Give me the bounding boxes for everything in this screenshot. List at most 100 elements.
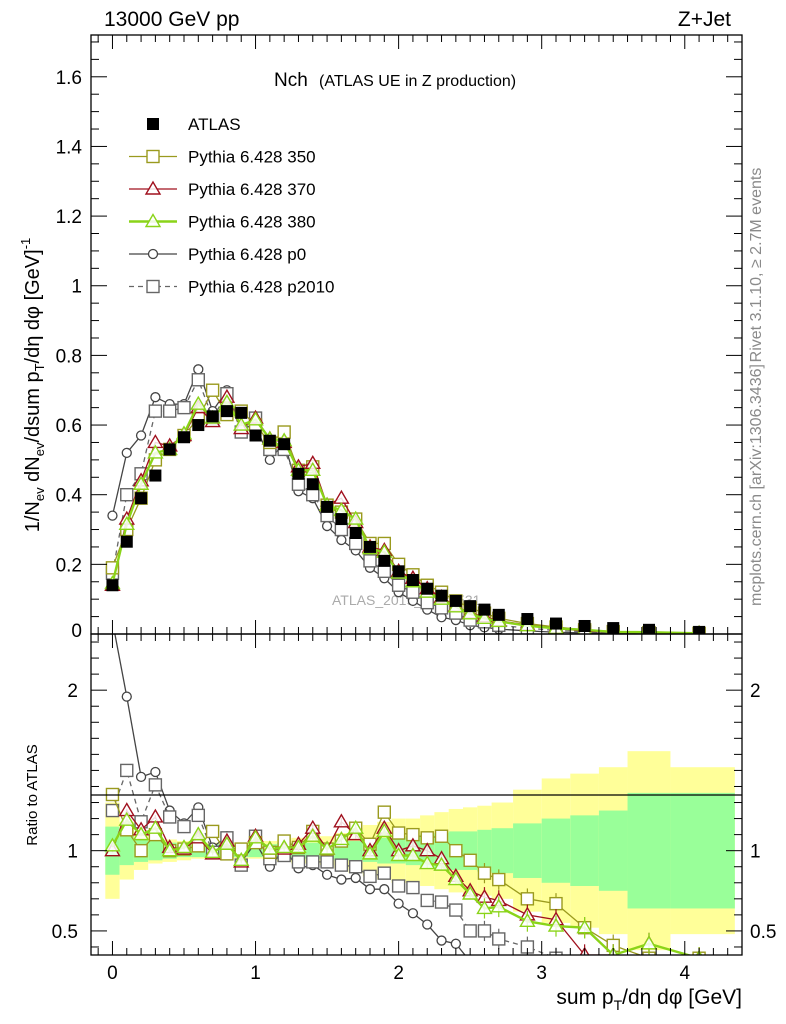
band-stat-rect bbox=[513, 823, 542, 878]
data-point bbox=[406, 585, 420, 599]
data-point bbox=[643, 623, 655, 634]
ratio-point bbox=[347, 819, 364, 834]
band-stat-rect bbox=[119, 836, 134, 866]
main-series-group bbox=[104, 364, 706, 634]
data-point bbox=[249, 429, 262, 442]
data-point bbox=[118, 515, 135, 530]
legend-entry: Pythia 6.428 p2010 bbox=[129, 278, 335, 297]
data-point bbox=[476, 609, 493, 625]
data-point bbox=[321, 500, 334, 513]
x-tick-label: 1 bbox=[250, 963, 261, 984]
data-point bbox=[132, 475, 150, 490]
ratio-point bbox=[175, 839, 193, 854]
data-point bbox=[292, 467, 305, 480]
band-stat-rect bbox=[670, 792, 735, 909]
x-tick-label: 3 bbox=[536, 963, 547, 984]
ratio-point bbox=[422, 919, 433, 930]
title-sub: (ATLAS UE in Z production) bbox=[319, 73, 516, 90]
legend-marker bbox=[146, 149, 160, 164]
ratio-point bbox=[318, 840, 336, 855]
ratio-point bbox=[434, 829, 449, 843]
ratio-point bbox=[364, 884, 376, 895]
ratio-point bbox=[134, 843, 148, 858]
band-stat-rect bbox=[348, 841, 363, 861]
y-tick-label: 1.2 bbox=[56, 207, 82, 228]
ratio-y-tick-label: 0.5 bbox=[52, 922, 78, 943]
y-tick-label-zero: 0 bbox=[71, 621, 82, 642]
band-stat-rect bbox=[305, 842, 320, 859]
data-point bbox=[263, 434, 276, 447]
ratio-point bbox=[191, 808, 206, 823]
ratio-point bbox=[377, 805, 392, 819]
ratio-point bbox=[377, 866, 392, 880]
data-point bbox=[521, 613, 534, 626]
ratio-point bbox=[406, 880, 420, 895]
ratio-point bbox=[306, 855, 320, 869]
ratio-point bbox=[434, 895, 449, 909]
ratio-line bbox=[111, 768, 550, 955]
legend-label: Pythia 6.428 380 bbox=[188, 213, 316, 232]
data-point bbox=[492, 608, 505, 621]
ratio-point bbox=[420, 893, 434, 908]
data-point bbox=[278, 438, 291, 451]
ratio-point bbox=[336, 874, 347, 885]
data-point bbox=[578, 619, 591, 632]
legend-marker bbox=[144, 213, 162, 228]
ratio-point bbox=[161, 842, 178, 857]
ratio-point bbox=[147, 819, 164, 834]
data-point bbox=[120, 487, 134, 502]
y-tick-label: 0.8 bbox=[56, 346, 82, 367]
ratio-y-tick-label-right: 1 bbox=[750, 842, 761, 863]
data-point bbox=[449, 594, 462, 607]
ratio-point bbox=[461, 885, 479, 900]
legend-entry: Pythia 6.428 350 bbox=[129, 148, 316, 167]
y-tick-label: 0.6 bbox=[56, 416, 82, 437]
ratio-point bbox=[132, 826, 150, 841]
data-point bbox=[391, 578, 406, 592]
header-left-label: 13000 GeV pp bbox=[104, 8, 239, 31]
ratio-line bbox=[114, 634, 466, 955]
data-point bbox=[106, 579, 119, 592]
data-point bbox=[192, 419, 205, 432]
ratio-point bbox=[450, 938, 461, 949]
data-point bbox=[233, 416, 250, 431]
ratio-point bbox=[363, 869, 377, 884]
x-tick-label: 4 bbox=[679, 963, 690, 984]
x-tick-label: 0 bbox=[107, 963, 118, 984]
ratio-point bbox=[549, 896, 563, 911]
ratio-point bbox=[523, 973, 532, 982]
series-line bbox=[111, 378, 700, 634]
legend-marker bbox=[144, 180, 162, 195]
data-point bbox=[364, 540, 376, 553]
ratio-point bbox=[150, 766, 161, 778]
data-point bbox=[178, 431, 190, 444]
data-point bbox=[306, 478, 319, 491]
data-point bbox=[205, 383, 220, 397]
ratio-y-tick-label-right: 2 bbox=[750, 681, 761, 702]
ratio-point bbox=[390, 847, 407, 862]
y-tick-label: 1.4 bbox=[56, 137, 83, 158]
data-point bbox=[420, 595, 434, 610]
band-stat-rect bbox=[477, 829, 492, 872]
ratio-point bbox=[393, 898, 404, 909]
band-stat-rect bbox=[627, 792, 671, 909]
ratio-point bbox=[420, 831, 434, 845]
ratio-point bbox=[348, 860, 363, 874]
series-atlas bbox=[106, 405, 706, 634]
ratio-point bbox=[120, 763, 134, 778]
data-point bbox=[321, 520, 333, 532]
ratio-point bbox=[404, 847, 422, 862]
ratio-point bbox=[135, 771, 147, 782]
data-point bbox=[291, 477, 306, 491]
ratio-point bbox=[333, 813, 350, 828]
y-axis-title: 1/Nev dNev/dsum pT/dη dφ [GeV]-1 bbox=[18, 238, 47, 533]
data-point bbox=[333, 489, 350, 504]
ratio-point bbox=[261, 840, 279, 855]
data-point bbox=[335, 513, 348, 526]
ratio-point bbox=[447, 871, 465, 886]
data-point bbox=[464, 600, 477, 613]
data-point bbox=[247, 411, 264, 426]
data-point bbox=[363, 554, 377, 568]
data-point bbox=[336, 534, 347, 546]
